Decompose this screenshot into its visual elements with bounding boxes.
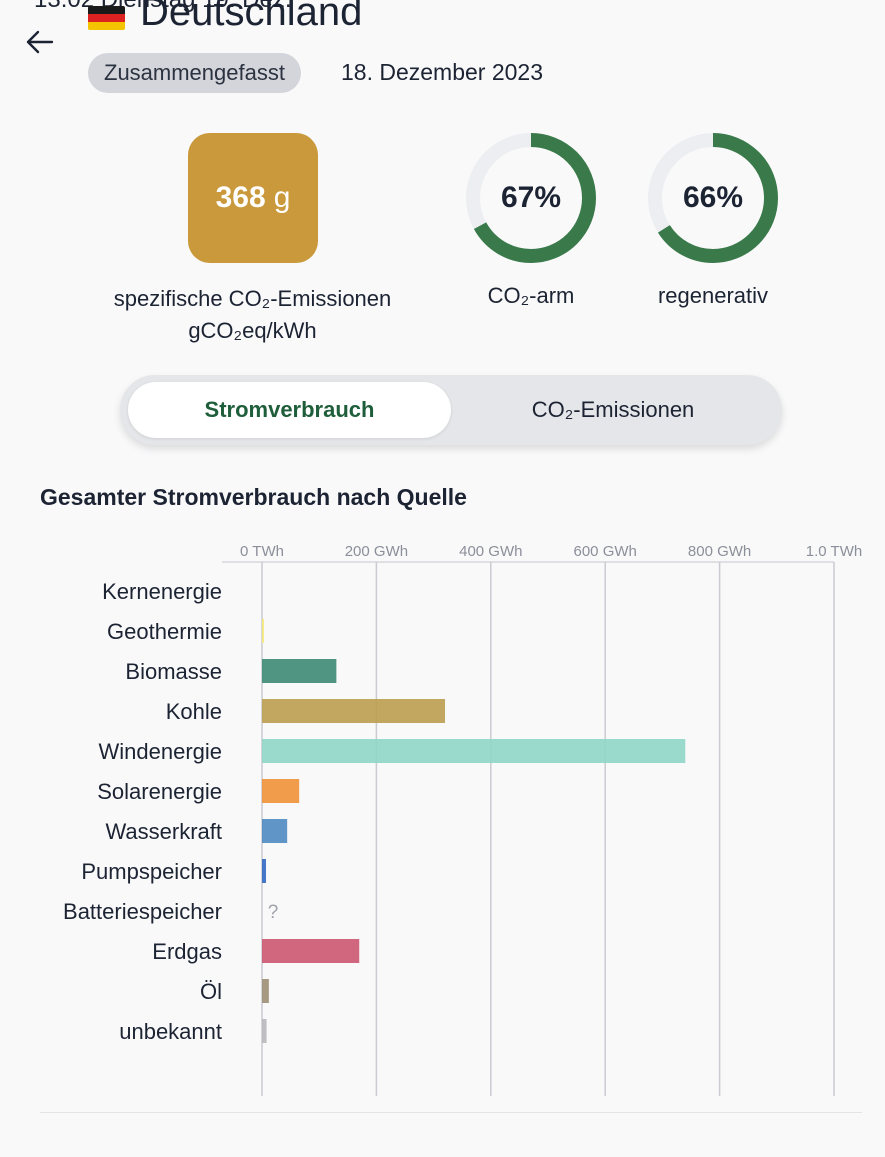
co2-caption-line2: gCO₂eq/kWh (188, 318, 317, 343)
low-carbon-percent: 67% (500, 181, 562, 214)
category-label: Wasserkraft (105, 819, 222, 844)
x-tick-label: 800 GWh (688, 543, 751, 560)
bar (262, 699, 446, 723)
category-label: Erdgas (152, 939, 222, 964)
x-tick-label: 1.0 TWh (806, 543, 862, 560)
category-label: Kernenergie (102, 579, 222, 604)
x-tick-label: 200 GWh (345, 543, 408, 560)
bar (262, 779, 300, 803)
co2-caption: spezifische CO₂-Emissionen gCO₂eq/kWh (70, 283, 435, 347)
category-label: Pumpspeicher (81, 859, 222, 884)
view-toggle: Stromverbrauch CO₂-Emissionen (120, 375, 782, 445)
co2-value: 368 (215, 181, 266, 214)
low-carbon-caption: CO₂-arm (487, 283, 575, 308)
bar (262, 739, 686, 763)
co2-unit: g (273, 181, 291, 214)
tab-stromverbrauch[interactable]: Stromverbrauch (128, 382, 451, 438)
arrow-left-icon (26, 30, 54, 54)
bar (262, 859, 267, 883)
category-label: unbekannt (119, 1019, 222, 1044)
x-tick-label: 600 GWh (574, 543, 637, 560)
back-button[interactable] (20, 22, 60, 62)
gauge-arc (648, 133, 778, 263)
bar (262, 659, 337, 683)
section-title: Gesamter Stromverbrauch nach Quelle (40, 484, 467, 510)
bar (262, 619, 264, 643)
low-carbon-gauge: 67% (466, 133, 596, 263)
germany-flag-icon (88, 6, 125, 30)
missing-value-label: ? (268, 902, 279, 923)
bar (262, 1019, 267, 1043)
renewable-caption: regenerativ (657, 283, 769, 308)
gauge-arc (466, 133, 596, 263)
page-title: Deutschland (140, 0, 363, 34)
co2-caption-line1: spezifische CO₂-Emissionen (113, 286, 392, 311)
tab-co2-emissionen[interactable]: CO₂-Emissionen (531, 397, 695, 422)
category-label: Geothermie (107, 619, 222, 644)
co2-intensity-box: 368 g (188, 133, 318, 263)
bar (262, 979, 269, 1003)
category-label: Windenergie (98, 739, 222, 764)
bar (262, 819, 288, 843)
x-tick-label: 0 TWh (240, 543, 284, 560)
category-label: Solarenergie (97, 779, 222, 804)
divider (40, 1112, 862, 1113)
date-label: 18. Dezember 2023 (341, 59, 544, 85)
x-tick-label: 400 GWh (459, 543, 522, 560)
bar (262, 939, 360, 963)
renewable-percent: 66% (682, 181, 744, 214)
renewable-gauge: 66% (648, 133, 778, 263)
category-label: Kohle (166, 699, 222, 724)
category-label: Batteriespeicher (63, 899, 222, 924)
consumption-bar-chart: 0 TWh 200 GWh 400 GWh 600 GWh 800 GWh 1.0 TWh… (63, 543, 862, 1096)
category-label: Öl (200, 979, 222, 1004)
category-label: Biomasse (125, 659, 222, 684)
aggregation-badge[interactable]: Zusammengefasst (88, 53, 301, 93)
